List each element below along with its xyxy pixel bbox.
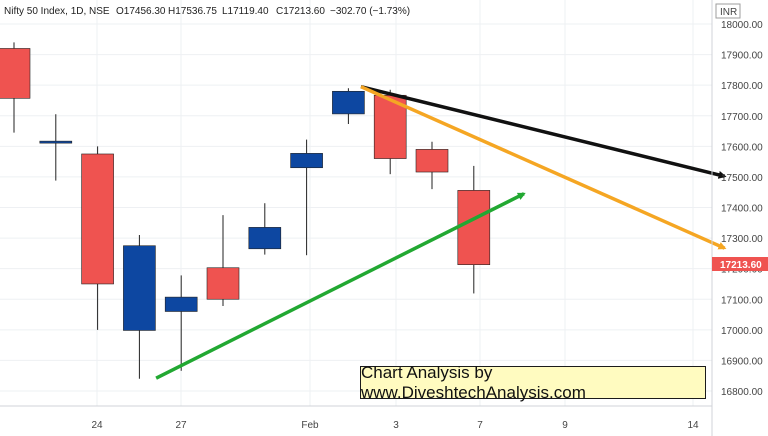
watermark-text: Chart Analysis by www.DiveshtechAnalysis… bbox=[361, 362, 586, 402]
candles bbox=[0, 42, 491, 379]
candle-body bbox=[123, 245, 156, 331]
header-symbol: Nifty 50 Index, 1D, NSE bbox=[4, 6, 110, 17]
y-axis: 16800.0016900.0017000.0017100.0017200.00… bbox=[711, 0, 763, 436]
y-tick-label: 17300.00 bbox=[721, 234, 763, 245]
candle[interactable] bbox=[123, 235, 156, 379]
y-tick-label: 16900.00 bbox=[721, 356, 763, 367]
x-tick-label: 27 bbox=[175, 420, 187, 431]
y-tick-label: 17500.00 bbox=[721, 173, 763, 184]
trendlines bbox=[155, 84, 727, 380]
candle-body bbox=[457, 190, 491, 265]
y-tick-label: 17900.00 bbox=[721, 51, 763, 62]
trendline-orange[interactable] bbox=[360, 85, 727, 250]
candle[interactable] bbox=[415, 141, 449, 190]
candle[interactable] bbox=[39, 114, 73, 181]
trendline-black[interactable] bbox=[360, 84, 727, 179]
candle-body bbox=[206, 267, 240, 300]
candle-body bbox=[290, 153, 323, 169]
candle-body bbox=[0, 48, 31, 99]
y-tick-label: 16800.00 bbox=[721, 387, 763, 398]
header-open: O17456.30 bbox=[116, 6, 166, 17]
x-tick-label: 14 bbox=[687, 420, 699, 431]
x-tick-label: 24 bbox=[91, 420, 103, 431]
candle[interactable] bbox=[457, 165, 491, 294]
y-tick-label: 17700.00 bbox=[721, 112, 763, 123]
candle[interactable] bbox=[81, 146, 114, 330]
last-price-tag bbox=[712, 257, 768, 271]
y-tick-label: 17600.00 bbox=[721, 142, 763, 153]
x-tick-label: 9 bbox=[562, 420, 568, 431]
candle[interactable] bbox=[332, 88, 365, 125]
candle[interactable] bbox=[373, 89, 407, 175]
candle-body bbox=[81, 153, 114, 285]
candle[interactable] bbox=[290, 139, 323, 256]
candle-body bbox=[164, 296, 198, 312]
trendline-green[interactable] bbox=[155, 192, 526, 380]
y-tick-label: 17800.00 bbox=[721, 81, 763, 92]
y-tick-label: 18000.00 bbox=[721, 20, 763, 31]
candle-body bbox=[415, 149, 449, 173]
candle[interactable] bbox=[206, 215, 240, 306]
currency-label: INR bbox=[720, 7, 737, 18]
currency-badge[interactable] bbox=[715, 3, 741, 19]
header-high: H17536.75 bbox=[168, 6, 217, 17]
candle[interactable] bbox=[248, 203, 282, 255]
candle[interactable] bbox=[164, 275, 198, 371]
x-tick-label: Feb bbox=[301, 420, 319, 431]
last-price-label: 17213.60 bbox=[720, 260, 762, 271]
header-change: −302.70 (−1.73%) bbox=[330, 6, 410, 17]
watermark-banner: Chart Analysis by www.DiveshtechAnalysis… bbox=[360, 363, 706, 402]
y-tick-label: 17000.00 bbox=[721, 326, 763, 337]
header-low: L17119.40 bbox=[222, 6, 269, 17]
candle-body bbox=[39, 140, 73, 144]
header-close: C17213.60 bbox=[276, 6, 325, 17]
y-tick-label: 17100.00 bbox=[721, 295, 763, 306]
y-tick-label: 17400.00 bbox=[721, 204, 763, 215]
x-tick-label: 3 bbox=[393, 420, 399, 431]
x-tick-label: 7 bbox=[477, 420, 483, 431]
candle[interactable] bbox=[0, 42, 31, 133]
x-axis: 24 27 Feb 3 7 9 14 bbox=[0, 405, 712, 431]
candle-body bbox=[248, 227, 282, 250]
candle-body bbox=[332, 90, 365, 115]
